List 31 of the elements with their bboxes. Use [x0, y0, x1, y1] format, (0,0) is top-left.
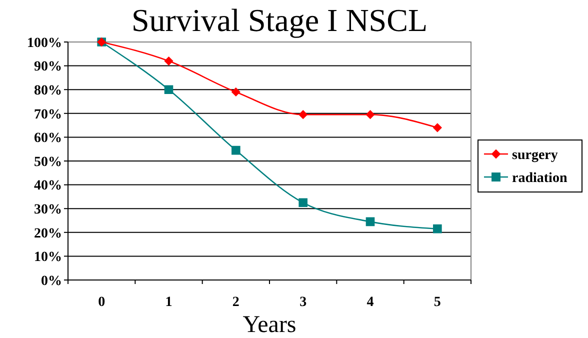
point	[366, 110, 375, 119]
y-tick-label: 50%	[34, 154, 62, 170]
point	[164, 56, 174, 66]
y-tick-label: 100%	[27, 36, 62, 51]
chart-title: Survival Stage I NSCL	[132, 2, 428, 38]
point	[232, 88, 240, 96]
x-tick-label: 3	[300, 295, 307, 310]
point	[232, 146, 240, 155]
legend-label: radiation	[512, 170, 568, 186]
point	[433, 123, 442, 132]
y-tick-label: 90%	[34, 60, 62, 75]
y-tick-label: 0%	[41, 274, 62, 289]
y-tick-label: 60%	[34, 131, 62, 146]
y-tick-label: 30%	[34, 202, 62, 218]
y-tick-label: 40%	[34, 178, 62, 194]
point	[366, 217, 375, 226]
x-tick-label: 2	[232, 295, 240, 310]
legend-label: surgery	[512, 148, 558, 163]
x-tick-label: 5	[434, 295, 441, 310]
y-tick-label: 70%	[34, 107, 62, 122]
point	[298, 110, 308, 119]
x-tick-label: 4	[366, 295, 374, 310]
x-tick-label: 0	[98, 295, 106, 310]
point	[298, 198, 308, 208]
y-tick-label: 80%	[34, 84, 62, 98]
y-tick-label: 10%	[34, 250, 62, 266]
x-axis-title: Years	[242, 312, 296, 338]
y-tick-label: 20%	[34, 226, 62, 242]
x-tick-label: 1	[165, 295, 172, 310]
point	[164, 85, 174, 94]
point	[433, 224, 442, 234]
